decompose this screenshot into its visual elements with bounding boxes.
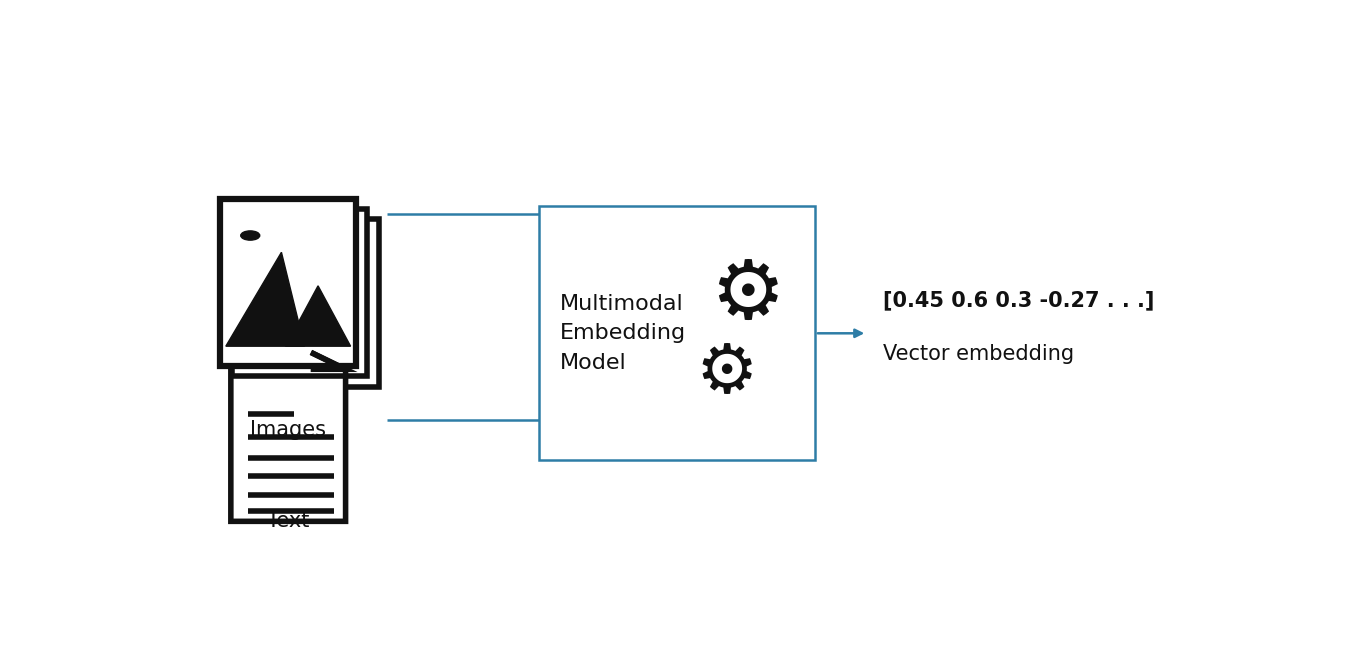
FancyBboxPatch shape	[244, 219, 380, 387]
Polygon shape	[285, 286, 350, 346]
Text: Images: Images	[250, 420, 326, 440]
Polygon shape	[226, 252, 304, 346]
Text: ⚙: ⚙	[696, 341, 758, 407]
Text: [0.45 0.6 0.3 -0.27 . . .]: [0.45 0.6 0.3 -0.27 . . .]	[883, 290, 1154, 310]
Text: ⚙: ⚙	[709, 255, 785, 336]
FancyBboxPatch shape	[221, 199, 355, 366]
Polygon shape	[314, 354, 346, 370]
Text: Vector embedding: Vector embedding	[883, 344, 1074, 364]
Text: Text: Text	[267, 512, 310, 531]
FancyBboxPatch shape	[538, 206, 816, 461]
FancyBboxPatch shape	[232, 209, 367, 376]
Text: Multimodal
Embedding
Model: Multimodal Embedding Model	[560, 294, 685, 373]
Circle shape	[241, 231, 260, 240]
Polygon shape	[232, 354, 346, 521]
